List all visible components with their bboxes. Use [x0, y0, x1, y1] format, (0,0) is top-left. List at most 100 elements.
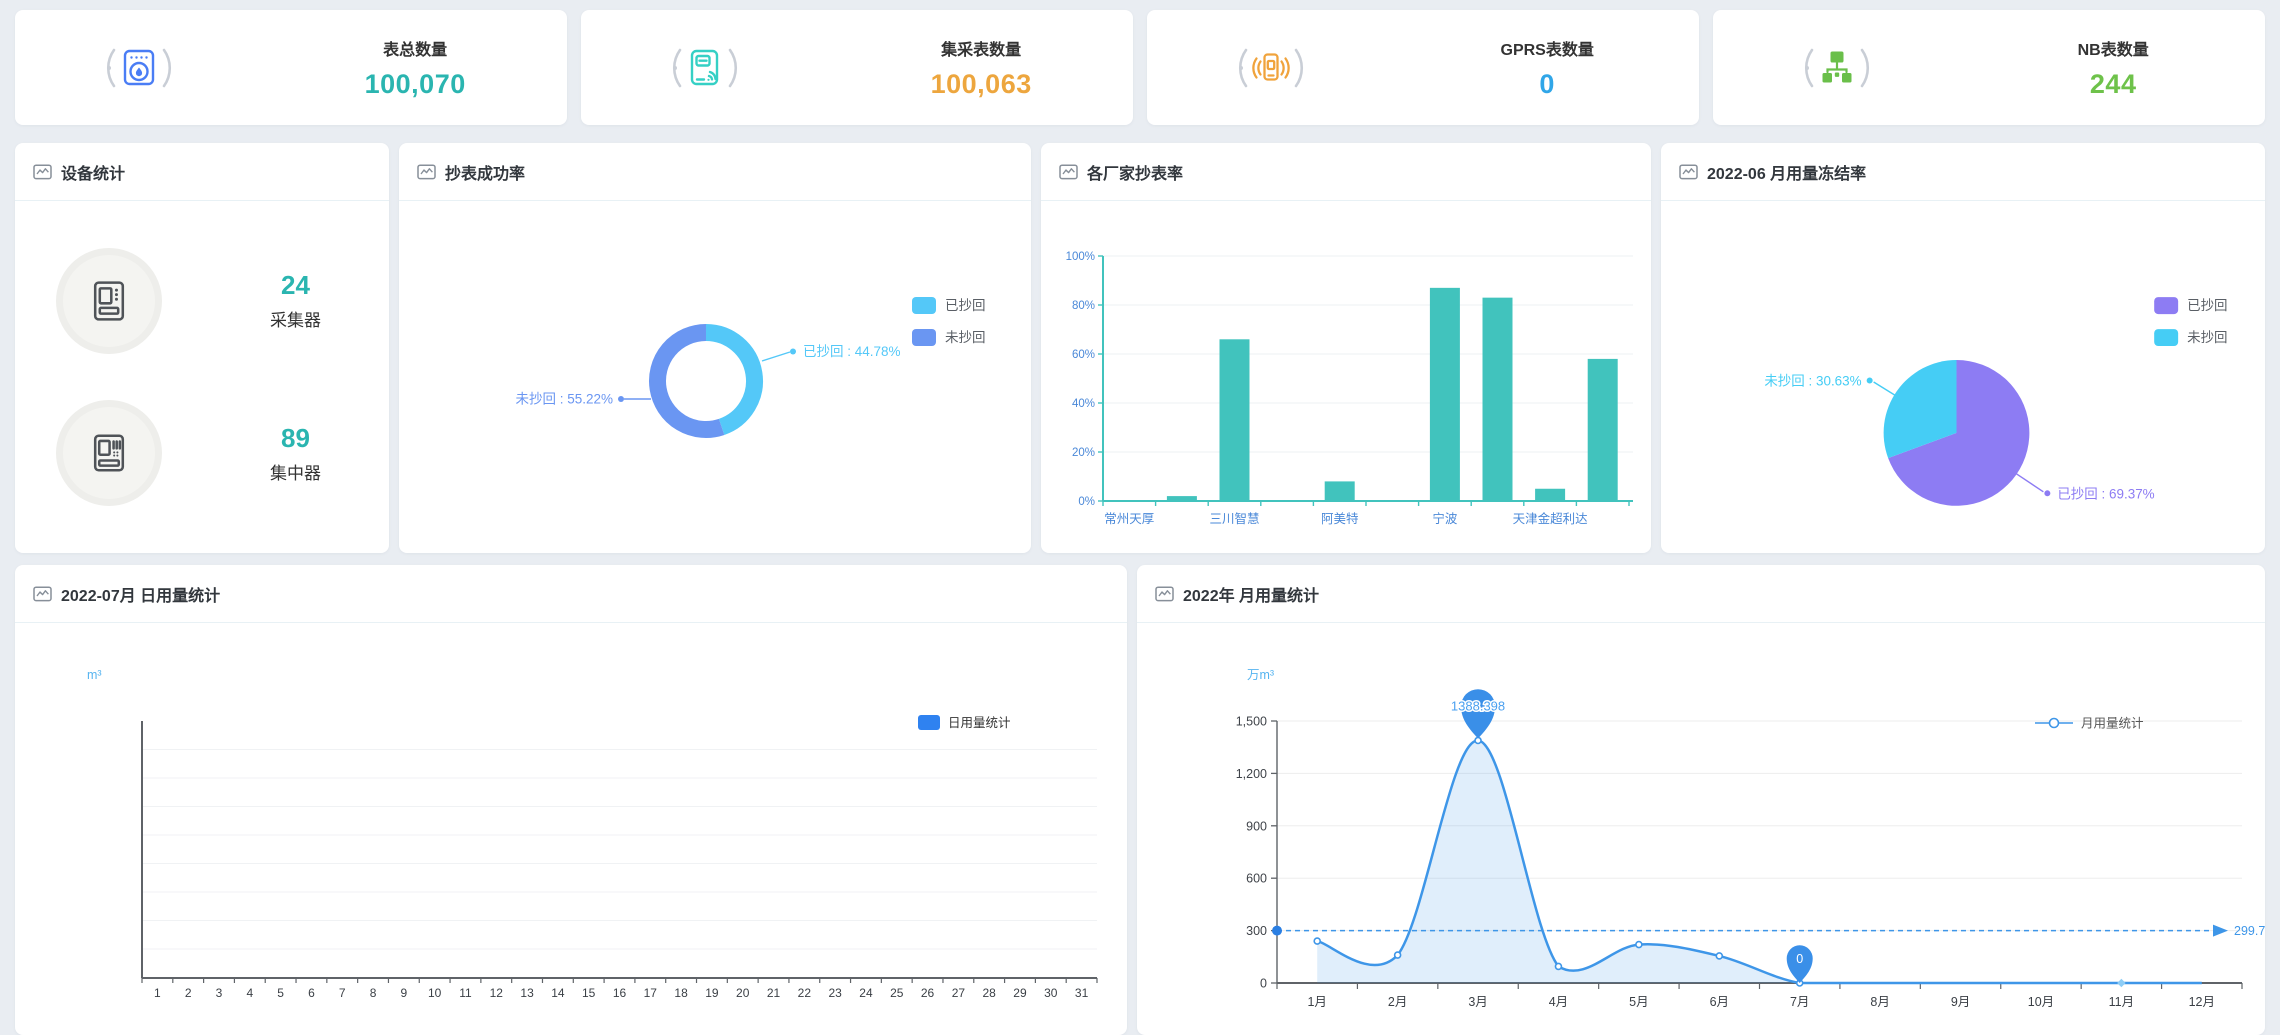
- svg-text:31: 31: [1075, 986, 1089, 1000]
- svg-text:未抄回: 未抄回: [945, 330, 986, 345]
- svg-text:已抄回: 已抄回: [945, 298, 986, 313]
- data-point[interactable]: [1313, 937, 1322, 945]
- svg-text:8月: 8月: [1870, 995, 1889, 1009]
- collector-meter-icon: [581, 30, 829, 106]
- pie-slice[interactable]: [1888, 360, 2030, 506]
- monthly-freeze-pie-chart[interactable]: 未抄回 : 30.63% 已抄回 : 69.37% 已抄回 未抄回: [1661, 201, 2265, 553]
- pie-slice[interactable]: [1883, 360, 1957, 459]
- collector-device-icon: [55, 247, 162, 354]
- panel-daily-usage: 2022-07月 日用量统计 m³ 1 2 3 4 5 6 7 8 9 10 11 12 13 14 15 16…: [15, 565, 1127, 1035]
- data-point[interactable]: [1393, 951, 1402, 959]
- panel-title: 2022-06 月用量冻结率: [1707, 165, 1867, 183]
- reading-success-donut-chart[interactable]: 已抄回 : 44.78% 未抄回 : 55.22% 已抄回 未抄回: [399, 201, 1031, 553]
- legend-item[interactable]: 已抄回: [2154, 297, 2228, 315]
- chart-icon: [417, 163, 436, 179]
- legend-item[interactable]: 日用量统计: [918, 715, 1011, 730]
- svg-text:20: 20: [736, 986, 750, 1000]
- stat-card-gprs-meters: GPRS表数量 0: [1147, 10, 1699, 125]
- svg-text:常州天厚: 常州天厚: [1104, 512, 1154, 526]
- panel-title: 2022-07月 日用量统计: [61, 587, 221, 605]
- svg-text:已抄回 : 69.37%: 已抄回 : 69.37%: [2057, 486, 2154, 501]
- svg-text:26: 26: [921, 986, 935, 1000]
- svg-text:1月: 1月: [1307, 995, 1326, 1009]
- svg-text:12月: 12月: [2189, 995, 2215, 1009]
- svg-text:10: 10: [428, 986, 442, 1000]
- panel-title: 设备统计: [61, 165, 126, 183]
- stats-row: 表总数量 100,070: [15, 10, 2265, 125]
- svg-text:0: 0: [1796, 952, 1803, 966]
- svg-text:7月: 7月: [1790, 995, 1809, 1009]
- svg-text:25: 25: [890, 986, 904, 1000]
- svg-text:22: 22: [798, 986, 812, 1000]
- svg-text:5月: 5月: [1629, 995, 1648, 1009]
- stat-value: 100,070: [364, 68, 466, 99]
- monthly-usage-line-chart[interactable]: 万m³ 0 300 600 900 1,200 1,500 1月 2月 3月 4月 5月 6月 7月 8月 9…: [1137, 623, 2265, 1035]
- data-point[interactable]: [2117, 978, 2126, 988]
- svg-text:23: 23: [828, 986, 842, 1000]
- svg-text:0: 0: [1260, 977, 1267, 991]
- svg-text:未抄回: 未抄回: [2187, 330, 2227, 345]
- panel-header: 2022-07月 日用量统计: [15, 565, 1127, 623]
- svg-text:16: 16: [613, 986, 627, 1000]
- svg-text:900: 900: [1246, 819, 1267, 833]
- svg-text:18: 18: [674, 986, 688, 1000]
- svg-text:9: 9: [401, 986, 408, 1000]
- svg-text:13: 13: [520, 986, 534, 1000]
- panel-vendor-reading-rate: 各厂家抄表率 0% 20% 40% 60% 80% 100% 常州天厚 三川智慧 阿美特 宁波 天津…: [1041, 143, 1651, 553]
- daily-usage-chart[interactable]: m³1 2 3 4 5 6 7 8 9 10 11 12 13 14 15 16 17 18 19 20 21 22 23 2…: [15, 623, 1127, 1035]
- device-label: 集中器: [270, 463, 321, 483]
- svg-text:100%: 100%: [1066, 251, 1095, 263]
- panel-monthly-freeze-rate: 2022-06 月用量冻结率 未抄回 : 30.63% 已抄回 : 69.37%…: [1661, 143, 2265, 553]
- svg-text:1: 1: [154, 986, 161, 1000]
- bar[interactable]: [1482, 297, 1513, 501]
- svg-text:11月: 11月: [2109, 995, 2134, 1009]
- stat-card-collected-meters: 集采表数量 100,063: [581, 10, 1133, 125]
- device-label: 采集器: [270, 311, 321, 331]
- data-point[interactable]: [1715, 952, 1724, 960]
- panel-header: 2022-06 月用量冻结率: [1661, 143, 2265, 201]
- svg-text:未抄回 : 30.63%: 未抄回 : 30.63%: [1764, 373, 1861, 388]
- bar[interactable]: [1324, 481, 1355, 501]
- svg-text:12: 12: [490, 986, 504, 1000]
- vendor-reading-rate-bar-chart[interactable]: 0% 20% 40% 60% 80% 100% 常州天厚 三川智慧 阿美特 宁波 天津金超利达: [1041, 201, 1651, 553]
- svg-text:天津金超利达: 天津金超利达: [1513, 511, 1589, 526]
- device-value: 89: [281, 422, 310, 453]
- svg-text:1388.398: 1388.398: [1451, 699, 1505, 714]
- stat-label: GPRS表数量: [1500, 41, 1594, 59]
- bar[interactable]: [1535, 488, 1566, 501]
- data-point[interactable]: [1635, 940, 1643, 949]
- svg-text:19: 19: [705, 986, 719, 1000]
- legend-item[interactable]: 月用量统计: [2035, 717, 2144, 731]
- pie-label-left: 未抄回 : 30.63%: [1764, 373, 1895, 396]
- bar[interactable]: [1219, 339, 1250, 501]
- svg-text:60%: 60%: [1072, 349, 1095, 361]
- device-value: 24: [281, 270, 310, 301]
- svg-text:日用量统计: 日用量统计: [948, 716, 1011, 730]
- svg-text:三川智慧: 三川智慧: [1209, 511, 1259, 526]
- panel-monthly-usage: 2022年 月用量统计 万m³ 0 300 600 900 1,200 1,500 1月 2月 3…: [1137, 565, 2265, 1035]
- bar[interactable]: [1166, 496, 1197, 501]
- concentrator-device-icon: [55, 400, 162, 507]
- legend-item[interactable]: 未抄回: [912, 329, 986, 346]
- svg-text:299.72: 299.72: [2234, 924, 2265, 938]
- legend-item[interactable]: 未抄回: [2154, 329, 2228, 347]
- chart-icon: [1679, 163, 1698, 179]
- bar[interactable]: [1587, 358, 1618, 501]
- bar[interactable]: [1429, 287, 1460, 501]
- svg-text:0%: 0%: [1078, 496, 1095, 508]
- chart-icon: [33, 163, 52, 179]
- pie-label-right: 已抄回 : 69.37%: [2016, 473, 2155, 501]
- svg-text:9月: 9月: [1951, 995, 1970, 1009]
- svg-text:4: 4: [246, 986, 253, 1000]
- svg-text:7: 7: [339, 986, 346, 1000]
- svg-text:3: 3: [216, 986, 223, 1000]
- svg-text:m³: m³: [87, 668, 102, 682]
- svg-text:27: 27: [952, 986, 966, 1000]
- panel-header: 2022年 月用量统计: [1137, 565, 2265, 623]
- data-point[interactable]: [1554, 962, 1563, 971]
- svg-text:万m³: 万m³: [1247, 668, 1274, 682]
- svg-text:600: 600: [1246, 872, 1267, 886]
- legend-item[interactable]: 已抄回: [912, 297, 986, 314]
- svg-text:已抄回 : 44.78%: 已抄回 : 44.78%: [803, 344, 901, 359]
- panel-reading-success-rate: 抄表成功率 已抄回 : 44.78% 未抄回 : 55.22% 已抄回 未抄回: [399, 143, 1031, 553]
